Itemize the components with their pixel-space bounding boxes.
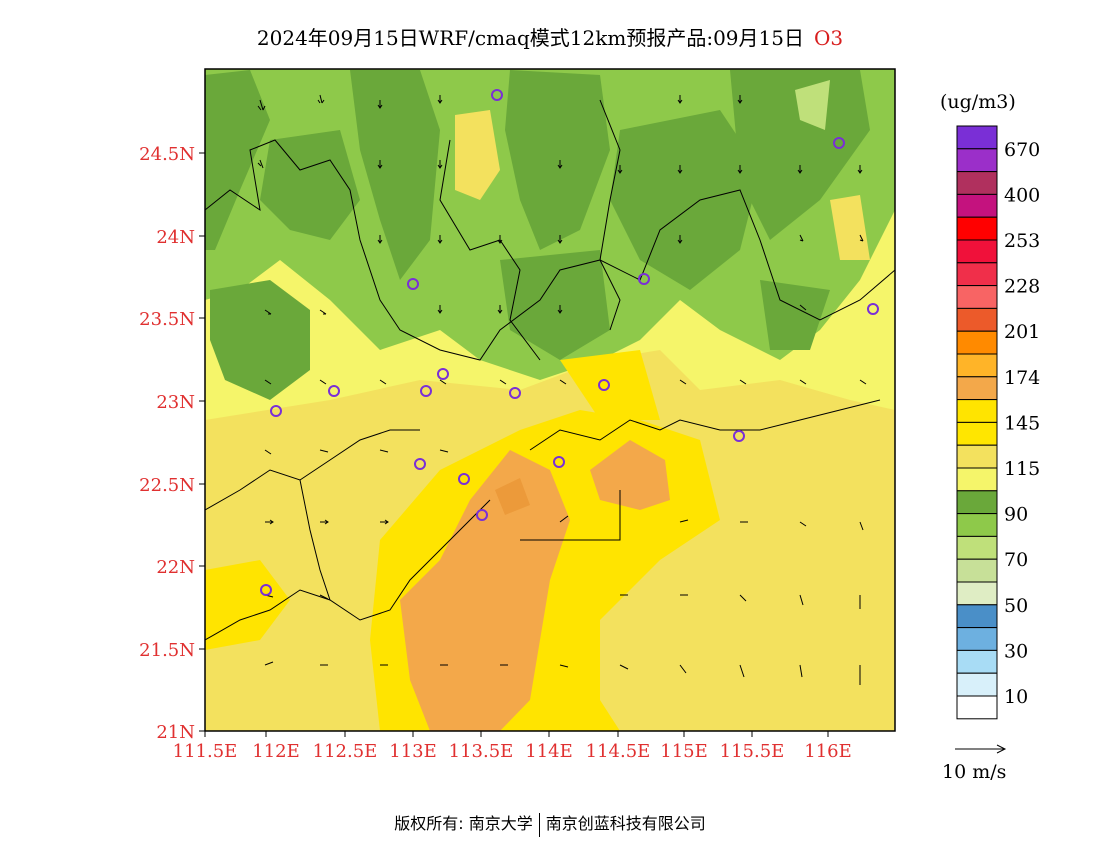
x-tick-label: 111.5E bbox=[173, 741, 238, 762]
x-axis-ticks bbox=[204, 731, 829, 737]
legend-swatch bbox=[956, 490, 998, 515]
legend-unit: (ug/m3) bbox=[940, 91, 1016, 113]
legend-swatch bbox=[956, 307, 998, 332]
legend-swatch bbox=[956, 672, 998, 697]
copyright-left: 版权所有: 南京大学 bbox=[394, 814, 533, 833]
title-main: 2024年09月15日WRF/cmaq模式12km预报产品:09月15日 bbox=[256, 26, 804, 50]
y-tick-label: 22.5N bbox=[139, 475, 195, 496]
boundary-lines bbox=[205, 99, 895, 641]
y-tick-label: 24N bbox=[156, 227, 195, 248]
legend-swatch bbox=[956, 262, 998, 287]
legend-label: 70 bbox=[1004, 549, 1028, 571]
legend-swatch bbox=[956, 148, 998, 173]
legend-swatch bbox=[956, 604, 998, 629]
legend-swatch bbox=[956, 421, 998, 446]
wind-scale-label: 10 m/s bbox=[942, 761, 1006, 783]
map-frame bbox=[204, 68, 896, 732]
legend-labels: 670 400 253 228 201 174 145 115 90 70 50 30 10 bbox=[1004, 139, 1040, 708]
copyright-right: 南京创蓝科技有限公司 bbox=[545, 814, 706, 833]
legend-label: 115 bbox=[1004, 458, 1040, 480]
legend-swatch bbox=[956, 399, 998, 423]
concentration-field bbox=[205, 69, 895, 731]
x-tick-label: 116E bbox=[804, 741, 852, 762]
x-tick-label: 115E bbox=[660, 741, 708, 762]
x-tick-label: 114E bbox=[525, 741, 573, 762]
wind-scale-arrow bbox=[955, 744, 1007, 754]
legend-label: 201 bbox=[1004, 321, 1040, 343]
y-tick-label: 23.5N bbox=[139, 309, 195, 330]
legend-swatch bbox=[956, 285, 998, 309]
legend-swatch bbox=[956, 125, 998, 150]
legend-swatch bbox=[956, 353, 998, 378]
legend-swatch bbox=[956, 330, 998, 355]
legend-label: 90 bbox=[1004, 504, 1028, 526]
y-tick-label: 24.5N bbox=[139, 144, 195, 165]
legend-label: 174 bbox=[1004, 367, 1040, 389]
legend-label: 145 bbox=[1004, 412, 1040, 434]
x-tick-label: 114.5E bbox=[586, 741, 651, 762]
map-title: 2024年09月15日WRF/cmaq模式12km预报产品:09月15日 O3 bbox=[0, 22, 1100, 51]
x-tick-label: 112.5E bbox=[313, 741, 378, 762]
legend-swatch bbox=[956, 171, 998, 195]
x-tick-label: 113E bbox=[389, 741, 437, 762]
x-tick-label: 112E bbox=[252, 741, 300, 762]
x-tick-label: 115.5E bbox=[720, 741, 785, 762]
legend-swatch bbox=[956, 467, 998, 492]
y-tick-label: 23N bbox=[156, 392, 195, 413]
legend-label: 670 bbox=[1004, 139, 1040, 161]
legend-swatch bbox=[956, 695, 998, 720]
copyright-footer: 版权所有: 南京大学 南京创蓝科技有限公司 bbox=[0, 810, 1100, 837]
x-axis-labels: 111.5E 112E 112.5E 113E 113.5E 114E 114.… bbox=[173, 741, 852, 762]
legend-label: 228 bbox=[1004, 276, 1040, 298]
legend-label: 400 bbox=[1004, 184, 1040, 206]
y-axis-ticks bbox=[199, 152, 205, 732]
legend-swatch bbox=[956, 193, 998, 218]
y-tick-label: 21.5N bbox=[139, 640, 195, 661]
legend-swatch bbox=[956, 535, 998, 560]
x-tick-label: 113.5E bbox=[449, 741, 514, 762]
legend-label: 10 bbox=[1004, 686, 1028, 708]
legend-swatch bbox=[956, 581, 998, 606]
legend-swatch bbox=[956, 444, 998, 469]
legend-swatch bbox=[956, 239, 998, 264]
y-tick-label: 21N bbox=[156, 722, 195, 743]
legend-colorbar bbox=[956, 125, 998, 720]
legend-swatch bbox=[956, 513, 998, 537]
title-variable: O3 bbox=[813, 26, 844, 50]
legend-swatch bbox=[956, 649, 998, 674]
wind-vectors bbox=[257, 94, 867, 685]
legend-swatch bbox=[956, 216, 998, 241]
y-axis-labels: 24.5N 24N 23.5N 23N 22.5N 22N 21.5N 21N bbox=[139, 144, 195, 743]
legend-swatch bbox=[956, 558, 998, 583]
footer-divider bbox=[538, 812, 540, 837]
legend-label: 50 bbox=[1004, 595, 1028, 617]
legend-swatch bbox=[956, 376, 998, 401]
legend-label: 30 bbox=[1004, 640, 1028, 662]
y-tick-label: 22N bbox=[156, 557, 195, 578]
legend-swatch bbox=[956, 627, 998, 651]
legend-label: 253 bbox=[1004, 230, 1040, 252]
station-markers bbox=[260, 89, 879, 596]
